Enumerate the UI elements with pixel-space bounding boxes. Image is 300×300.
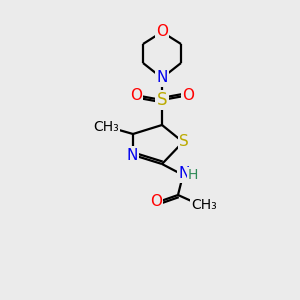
Text: O: O [130,88,142,104]
Text: S: S [179,134,189,149]
Text: S: S [157,91,167,109]
Text: H: H [188,168,198,182]
Text: N: N [126,148,138,163]
Text: N: N [156,70,168,86]
Text: CH₃: CH₃ [93,120,119,134]
Text: O: O [150,194,162,208]
Text: O: O [156,25,168,40]
Text: CH₃: CH₃ [191,198,217,212]
Text: O: O [182,88,194,104]
Text: N: N [178,167,190,182]
